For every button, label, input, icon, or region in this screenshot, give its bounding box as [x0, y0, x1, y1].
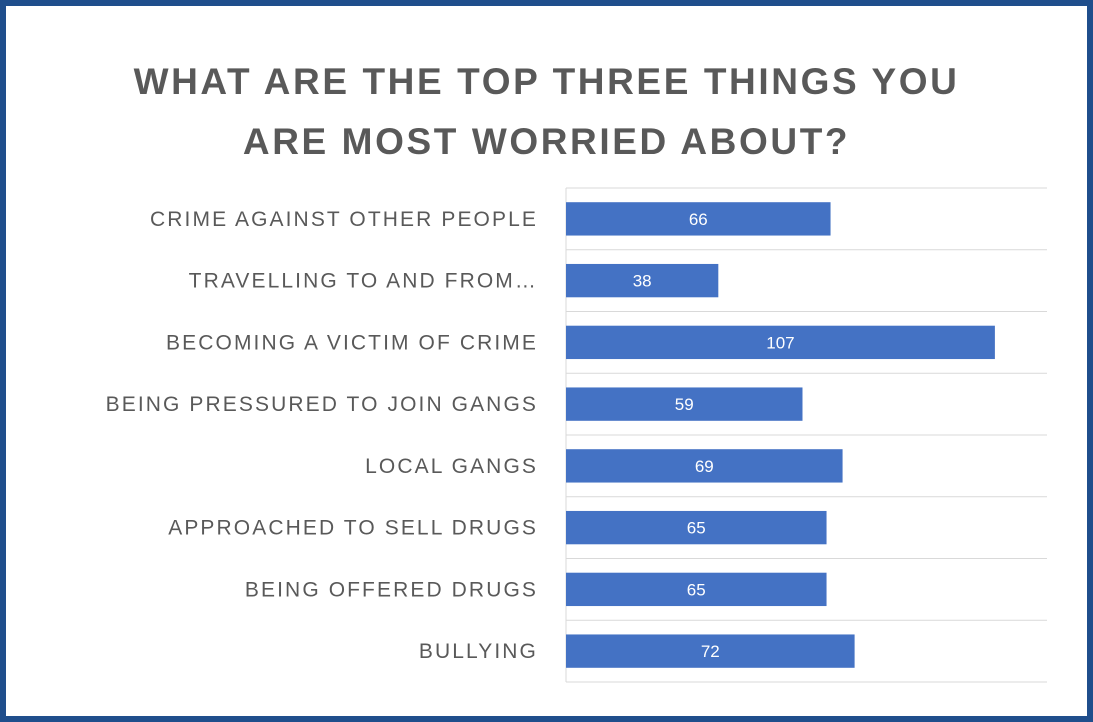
bar: [566, 449, 843, 483]
bar: [566, 572, 827, 607]
bar: [566, 202, 831, 236]
data-label: 65: [687, 519, 706, 538]
chart-title: WHAT ARE THE TOP THREE THINGS YOU ARE MO…: [6, 52, 1087, 172]
category-label: BECOMING A VICTIM OF CRIME: [166, 331, 538, 354]
data-label: 107: [766, 333, 794, 352]
category-label: CRIME AGAINST OTHER PEOPLE: [150, 208, 538, 231]
category-label: APPROACHED TO SELL DRUGS: [168, 517, 538, 540]
data-label: 66: [689, 210, 708, 229]
bar: [566, 325, 995, 360]
data-label: 72: [701, 642, 720, 661]
data-label: 69: [695, 457, 714, 476]
data-label: 65: [687, 580, 706, 599]
bar: [566, 634, 855, 668]
bar: [566, 510, 827, 545]
category-label: TRAVELLING TO AND FROM…: [189, 270, 538, 293]
chart-title-line-1: WHAT ARE THE TOP THREE THINGS YOU: [133, 61, 960, 102]
category-label: BEING PRESSURED TO JOIN GANGS: [106, 393, 538, 416]
data-label: 59: [675, 395, 694, 414]
data-label: 38: [633, 272, 652, 291]
bar: [566, 263, 719, 298]
chart-title-line-2: ARE MOST WORRIED ABOUT?: [242, 121, 851, 162]
category-label: BULLYING: [419, 640, 538, 663]
category-label: BEING OFFERED DRUGS: [245, 578, 538, 601]
bar: [566, 387, 803, 421]
category-label: LOCAL GANGS: [365, 455, 538, 478]
